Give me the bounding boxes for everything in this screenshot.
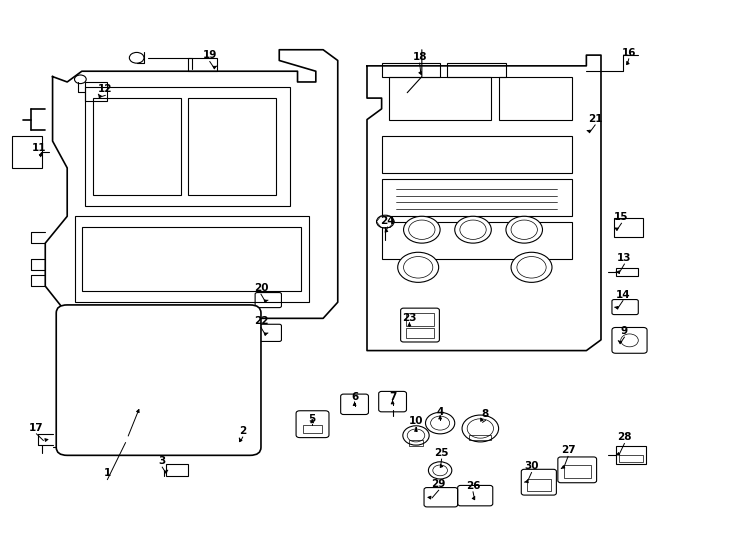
Text: 4: 4: [437, 407, 444, 417]
Circle shape: [462, 415, 498, 442]
Bar: [92, 98, 181, 195]
Bar: [302, 425, 322, 433]
Text: 12: 12: [98, 84, 112, 94]
Text: 17: 17: [29, 423, 44, 433]
Text: 27: 27: [561, 446, 575, 455]
Bar: [389, 77, 491, 119]
Bar: [407, 313, 434, 326]
Bar: [382, 179, 572, 217]
Circle shape: [192, 377, 214, 394]
Bar: [188, 58, 217, 71]
Bar: [527, 479, 550, 491]
Circle shape: [404, 217, 440, 243]
Text: 10: 10: [409, 416, 424, 427]
Bar: [85, 87, 290, 206]
Text: 22: 22: [254, 316, 268, 326]
Bar: [448, 63, 506, 77]
Circle shape: [75, 75, 86, 84]
Circle shape: [403, 426, 429, 445]
Bar: [188, 98, 275, 195]
Text: 14: 14: [616, 289, 631, 300]
Text: 13: 13: [617, 253, 632, 263]
Text: 15: 15: [614, 212, 629, 222]
Bar: [564, 465, 591, 478]
Bar: [85, 82, 107, 101]
Circle shape: [429, 462, 452, 479]
Text: 20: 20: [254, 283, 268, 293]
Text: 7: 7: [389, 392, 396, 402]
Bar: [75, 217, 308, 302]
Text: 18: 18: [413, 52, 427, 62]
Circle shape: [377, 215, 394, 228]
Bar: [382, 136, 572, 173]
Bar: [469, 435, 491, 440]
Text: 6: 6: [351, 392, 358, 402]
Bar: [409, 440, 424, 446]
Polygon shape: [367, 55, 601, 350]
Bar: [81, 227, 301, 292]
Text: 5: 5: [308, 414, 316, 424]
Text: 11: 11: [32, 144, 47, 153]
Polygon shape: [46, 50, 338, 319]
Circle shape: [398, 252, 439, 282]
Text: 30: 30: [524, 462, 539, 471]
Text: 24: 24: [380, 216, 395, 226]
Circle shape: [455, 217, 491, 243]
Bar: [616, 268, 638, 276]
Bar: [616, 446, 647, 464]
Text: 26: 26: [466, 481, 480, 491]
Text: 1: 1: [103, 468, 111, 478]
Bar: [382, 221, 572, 259]
Text: 9: 9: [621, 326, 628, 336]
Bar: [498, 77, 572, 119]
Circle shape: [107, 377, 129, 394]
Circle shape: [230, 425, 248, 437]
Text: 2: 2: [239, 426, 247, 436]
Bar: [166, 464, 188, 476]
FancyBboxPatch shape: [57, 305, 261, 455]
Text: 16: 16: [622, 48, 636, 58]
Bar: [619, 455, 644, 462]
Bar: [407, 328, 434, 338]
Text: 29: 29: [432, 479, 446, 489]
Text: 21: 21: [588, 114, 603, 124]
Circle shape: [426, 413, 455, 434]
Bar: [614, 218, 644, 237]
Circle shape: [148, 345, 258, 426]
Text: 23: 23: [402, 313, 417, 322]
Bar: [12, 136, 42, 168]
Circle shape: [506, 217, 542, 243]
Text: 28: 28: [617, 433, 632, 442]
Circle shape: [64, 345, 173, 426]
Circle shape: [511, 252, 552, 282]
Text: 19: 19: [203, 50, 217, 60]
Text: 3: 3: [159, 456, 166, 466]
Bar: [382, 63, 440, 77]
Text: 25: 25: [435, 448, 448, 458]
Text: 8: 8: [482, 409, 489, 420]
